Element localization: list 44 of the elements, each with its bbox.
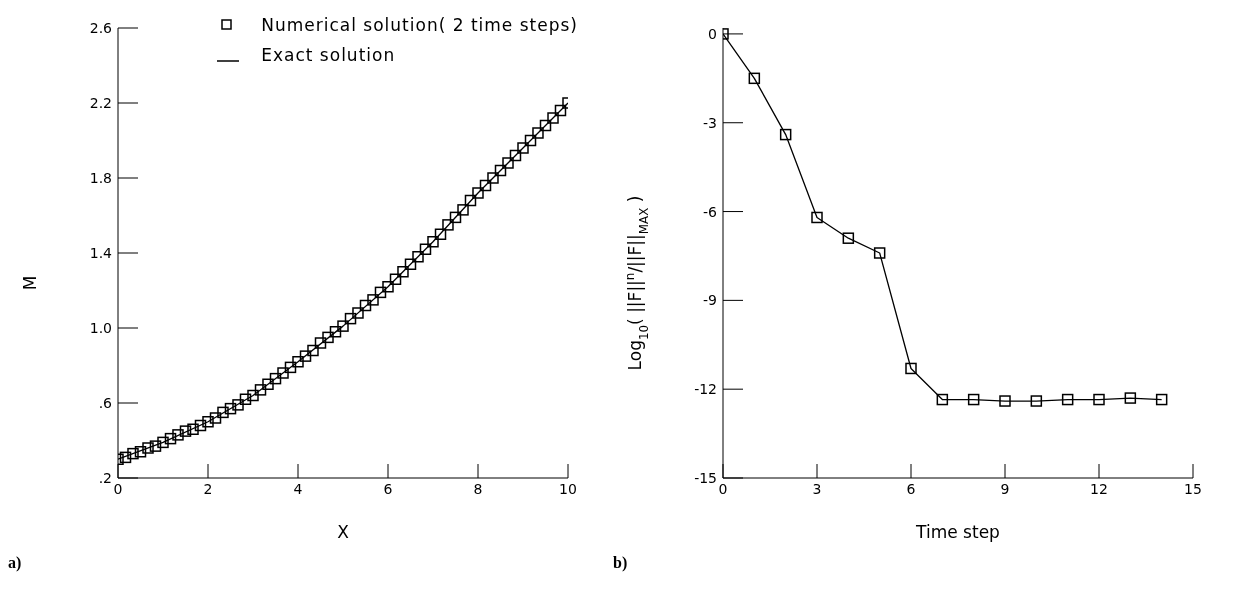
y-tick-label: 2.2 bbox=[89, 94, 112, 111]
point bbox=[748, 72, 761, 85]
y-tick-label: 1.4 bbox=[89, 244, 113, 261]
point bbox=[1155, 393, 1168, 406]
x-tick-label: 2 bbox=[203, 480, 213, 497]
x-axis-title: Time step bbox=[915, 522, 1000, 542]
legend-label: Numerical solution( 2 time steps) bbox=[261, 14, 578, 37]
y-tick-label: .6 bbox=[98, 394, 113, 411]
x-tick-label: 9 bbox=[1000, 480, 1010, 497]
y-tick-label: -9 bbox=[703, 292, 717, 309]
y-tick-label: 1.8 bbox=[89, 169, 112, 186]
x-tick-label: 4 bbox=[293, 480, 303, 497]
point bbox=[967, 393, 980, 406]
legend-label: Exact solution bbox=[261, 44, 396, 67]
point bbox=[1124, 392, 1137, 404]
text: a) bbox=[8, 554, 22, 572]
point bbox=[811, 211, 823, 224]
point bbox=[1030, 395, 1043, 407]
x-tick-label: 6 bbox=[383, 480, 393, 497]
x-axis-title: X bbox=[337, 522, 350, 542]
x-tick-label: 6 bbox=[906, 480, 916, 497]
point bbox=[999, 395, 1011, 407]
y-tick-label: .2 bbox=[98, 469, 112, 486]
y-tick-label: 1.0 bbox=[89, 319, 112, 336]
point bbox=[842, 232, 855, 244]
text: b) bbox=[613, 554, 628, 572]
y-tick-label: 2.6 bbox=[89, 19, 113, 36]
y-tick-label: -15 bbox=[694, 469, 717, 486]
x-tick-label: 8 bbox=[473, 480, 483, 497]
x-tick-label: 10 bbox=[559, 480, 577, 497]
x-tick-label: 12 bbox=[1090, 480, 1108, 497]
y-tick-label: -12 bbox=[694, 381, 717, 398]
x-tick-label: 15 bbox=[1184, 480, 1202, 497]
x-tick-label: 3 bbox=[812, 480, 822, 497]
point bbox=[873, 247, 886, 259]
point bbox=[1061, 393, 1074, 406]
y-tick-label: -3 bbox=[703, 114, 717, 131]
y-tick-label: -6 bbox=[703, 203, 718, 220]
y-axis-title: M bbox=[20, 275, 40, 291]
point bbox=[905, 362, 917, 375]
point bbox=[1093, 393, 1105, 406]
point bbox=[779, 128, 792, 141]
point bbox=[936, 393, 949, 406]
y-tick-label: 0 bbox=[708, 25, 717, 42]
